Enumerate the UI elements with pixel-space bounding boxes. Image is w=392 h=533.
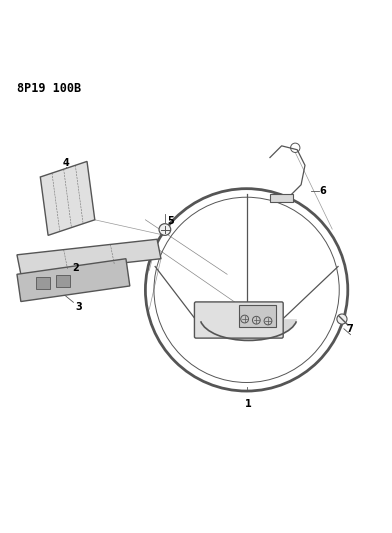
Polygon shape — [17, 259, 130, 302]
Text: 6: 6 — [319, 185, 326, 196]
Text: 3: 3 — [76, 302, 83, 312]
Bar — [36, 277, 51, 289]
Text: 1: 1 — [245, 399, 252, 408]
Text: 4: 4 — [62, 158, 69, 168]
FancyBboxPatch shape — [194, 302, 283, 338]
Bar — [56, 276, 70, 287]
Text: 5: 5 — [167, 216, 174, 226]
Text: 8P19 100B: 8P19 100B — [17, 82, 81, 95]
Text: 7: 7 — [347, 324, 353, 334]
Circle shape — [159, 224, 171, 236]
Text: 2: 2 — [72, 263, 79, 273]
Polygon shape — [40, 161, 95, 236]
Bar — [239, 305, 276, 327]
Polygon shape — [17, 239, 161, 274]
Polygon shape — [200, 319, 297, 341]
Circle shape — [337, 314, 347, 324]
Bar — [270, 193, 293, 203]
